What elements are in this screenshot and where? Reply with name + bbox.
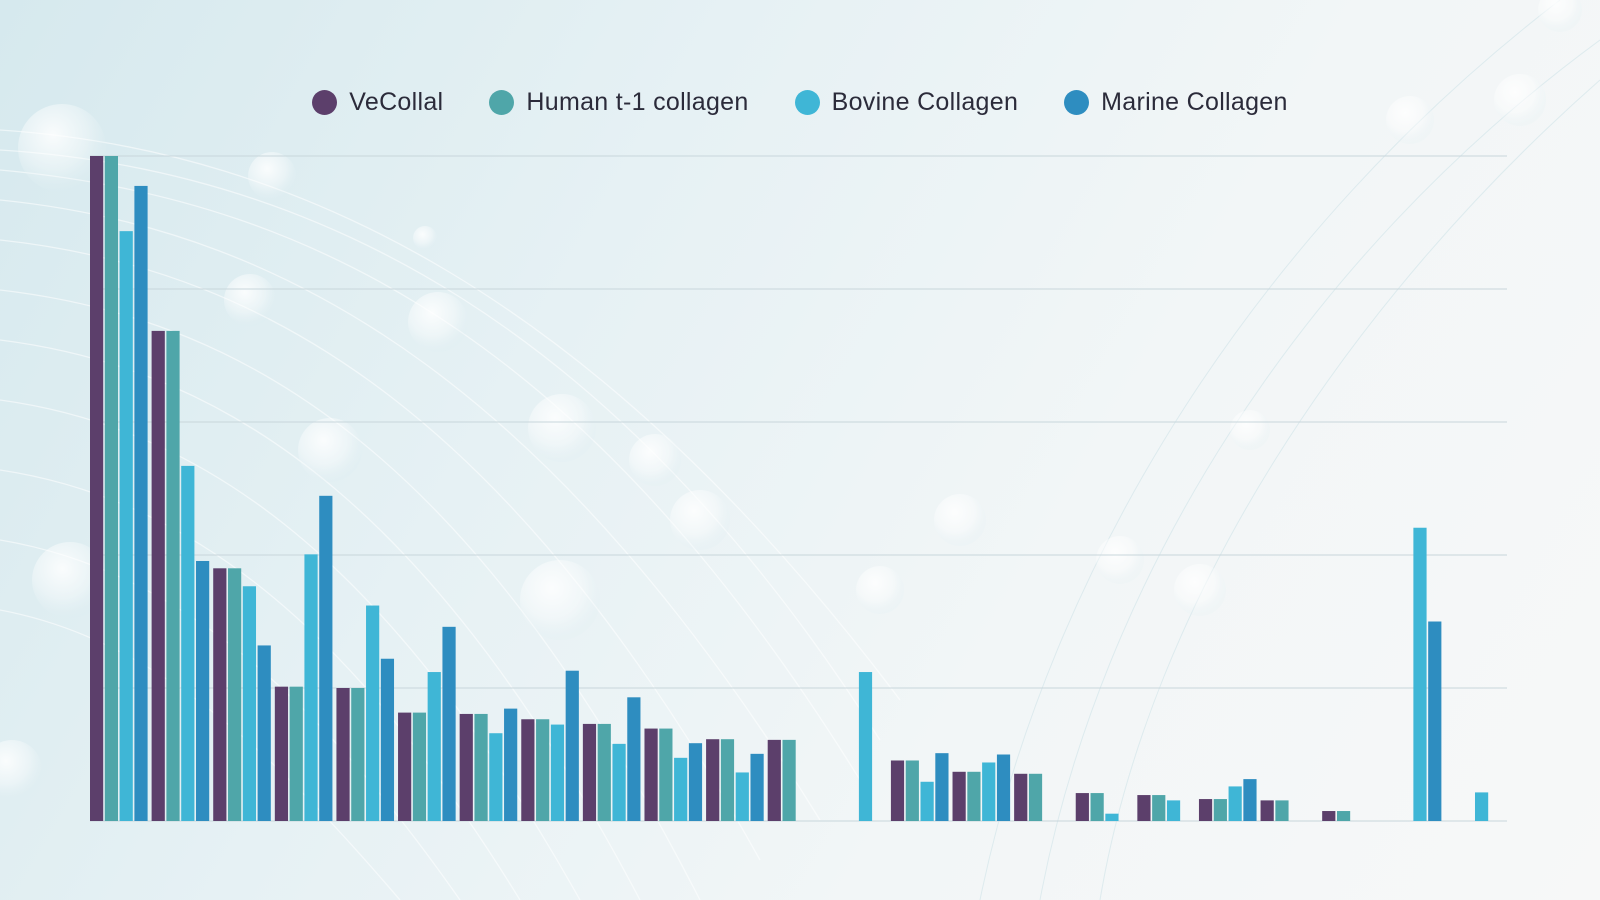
bar-human-t-1-collagen-6[interactable] xyxy=(412,712,427,821)
bar-human-t-1-collagen-19[interactable] xyxy=(1213,799,1227,821)
bar-marine-collagen-15[interactable] xyxy=(996,754,1011,822)
bar-bovine-collagen-4[interactable] xyxy=(304,554,318,821)
bar-human-t-1-collagen-17[interactable] xyxy=(1090,793,1104,821)
bar-bovine-collagen-7[interactable] xyxy=(489,733,503,821)
bar-human-t-1-collagen-1[interactable] xyxy=(104,156,118,821)
bar-bovine-collagen-10[interactable] xyxy=(674,757,688,821)
chart-legend: VeCollal Human t-1 collagen Bovine Colla… xyxy=(0,88,1600,117)
bar-vecollal-11[interactable] xyxy=(706,739,720,821)
bar-marine-collagen-6[interactable] xyxy=(442,626,456,821)
bar-human-t-1-collagen-15[interactable] xyxy=(967,771,981,821)
bar-series xyxy=(90,156,1489,822)
bar-vecollal-18[interactable] xyxy=(1137,795,1151,821)
bar-bovine-collagen-5[interactable] xyxy=(366,605,380,821)
bar-vecollal-5[interactable] xyxy=(336,688,350,821)
bar-bovine-collagen-3[interactable] xyxy=(242,586,257,821)
bar-human-t-1-collagen-8[interactable] xyxy=(536,719,550,821)
bar-vecollal-19[interactable] xyxy=(1198,799,1213,821)
bar-human-t-1-collagen-11[interactable] xyxy=(720,739,735,821)
legend-item-marine-collagen[interactable]: Marine Collagen xyxy=(1064,88,1288,117)
bar-marine-collagen-7[interactable] xyxy=(504,708,518,821)
legend-item-vecollal[interactable]: VeCollal xyxy=(312,88,443,117)
bar-vecollal-21[interactable] xyxy=(1322,811,1336,821)
legend-label: Bovine Collagen xyxy=(831,88,1019,116)
bar-human-t-1-collagen-20[interactable] xyxy=(1275,800,1289,821)
bar-marine-collagen-5[interactable] xyxy=(380,658,395,821)
bar-vecollal-6[interactable] xyxy=(398,712,412,821)
bar-vecollal-14[interactable] xyxy=(890,760,905,821)
bar-human-t-1-collagen-5[interactable] xyxy=(351,688,365,821)
bar-human-t-1-collagen-4[interactable] xyxy=(289,686,303,821)
bar-bovine-collagen-18[interactable] xyxy=(1166,800,1181,821)
bar-bovine-collagen-22[interactable] xyxy=(1413,527,1427,821)
bar-bovine-collagen-15[interactable] xyxy=(982,762,996,821)
legend-label: Marine Collagen xyxy=(1101,88,1288,116)
bar-marine-collagen-19[interactable] xyxy=(1243,779,1257,821)
bar-marine-collagen-2[interactable] xyxy=(196,560,210,821)
bar-vecollal-7[interactable] xyxy=(459,713,473,821)
bar-marine-collagen-8[interactable] xyxy=(565,670,579,821)
bar-vecollal-10[interactable] xyxy=(644,728,658,821)
bar-marine-collagen-10[interactable] xyxy=(688,743,703,821)
bar-human-t-1-collagen-2[interactable] xyxy=(166,330,180,821)
bar-human-t-1-collagen-9[interactable] xyxy=(597,723,611,821)
bar-bovine-collagen-23[interactable] xyxy=(1474,792,1489,821)
bar-bovine-collagen-6[interactable] xyxy=(427,672,441,821)
bar-human-t-1-collagen-3[interactable] xyxy=(228,568,242,821)
bar-bovine-collagen-19[interactable] xyxy=(1228,786,1242,821)
bar-bovine-collagen-14[interactable] xyxy=(920,781,934,821)
bar-marine-collagen-9[interactable] xyxy=(627,697,641,821)
bar-vecollal-12[interactable] xyxy=(767,739,781,821)
bar-vecollal-1[interactable] xyxy=(90,156,104,821)
legend-swatch xyxy=(1064,90,1090,115)
bar-bovine-collagen-17[interactable] xyxy=(1105,813,1119,821)
bar-bovine-collagen-9[interactable] xyxy=(612,743,626,821)
bar-marine-collagen-4[interactable] xyxy=(319,495,333,821)
bar-bovine-collagen-8[interactable] xyxy=(550,724,565,821)
bar-bovine-collagen-2[interactable] xyxy=(181,465,195,821)
bar-human-t-1-collagen-12[interactable] xyxy=(782,739,796,821)
bar-vecollal-3[interactable] xyxy=(213,568,227,821)
bar-human-t-1-collagen-21[interactable] xyxy=(1336,811,1351,821)
bar-marine-collagen-1[interactable] xyxy=(134,185,148,822)
bar-vecollal-20[interactable] xyxy=(1260,800,1274,821)
bar-marine-collagen-14[interactable] xyxy=(935,753,949,821)
bar-marine-collagen-22[interactable] xyxy=(1428,621,1442,822)
legend-label: VeCollal xyxy=(349,88,444,116)
bar-vecollal-2[interactable] xyxy=(151,330,165,821)
legend-item-human-t1-collagen[interactable]: Human t-1 collagen xyxy=(489,88,748,117)
legend-item-bovine-collagen[interactable]: Bovine Collagen xyxy=(794,88,1019,117)
bar-vecollal-17[interactable] xyxy=(1075,793,1089,821)
bar-vecollal-9[interactable] xyxy=(582,723,597,821)
legend-swatch xyxy=(312,90,338,115)
bar-bovine-collagen-11[interactable] xyxy=(735,772,749,821)
legend-swatch xyxy=(489,90,515,115)
bar-human-t-1-collagen-16[interactable] xyxy=(1028,773,1043,821)
legend-swatch xyxy=(794,90,820,115)
bar-human-t-1-collagen-7[interactable] xyxy=(474,713,488,821)
legend-label: Human t-1 collagen xyxy=(526,88,749,116)
bar-marine-collagen-3[interactable] xyxy=(257,645,271,821)
bar-vecollal-16[interactable] xyxy=(1014,773,1028,821)
bar-human-t-1-collagen-18[interactable] xyxy=(1152,795,1166,821)
bar-vecollal-4[interactable] xyxy=(274,686,289,821)
bar-marine-collagen-11[interactable] xyxy=(750,753,764,821)
bar-human-t-1-collagen-14[interactable] xyxy=(905,760,919,821)
bar-vecollal-8[interactable] xyxy=(521,719,535,821)
bar-bovine-collagen-13[interactable] xyxy=(858,672,873,821)
bar-vecollal-15[interactable] xyxy=(952,771,966,821)
bar-human-t-1-collagen-10[interactable] xyxy=(659,728,673,821)
bar-bovine-collagen-1[interactable] xyxy=(119,231,133,821)
